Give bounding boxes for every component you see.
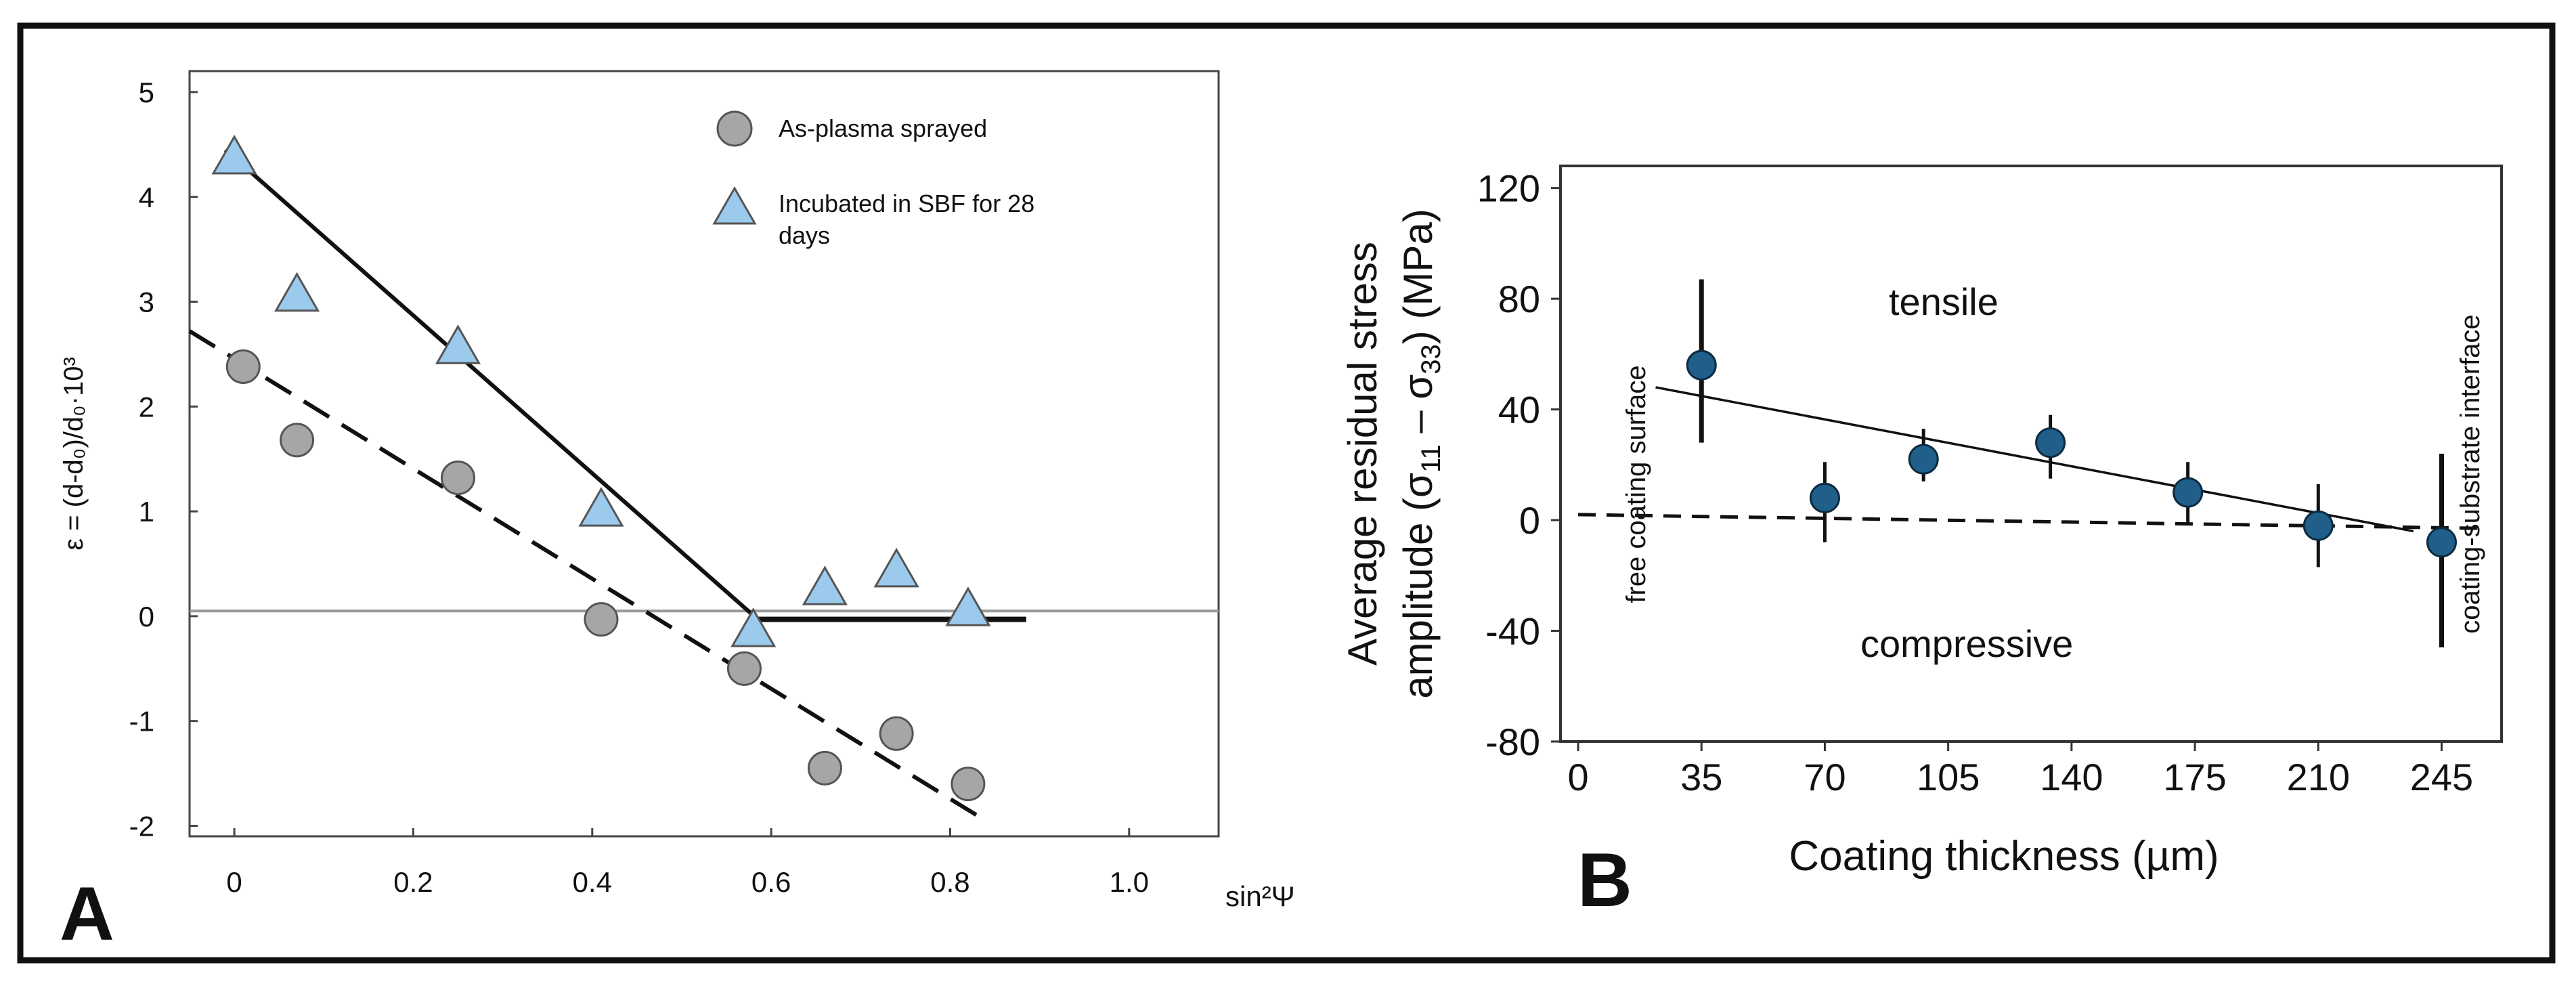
- panel-b-zero-line: [1577, 513, 2488, 530]
- panel-a-x-tick-label: 0.8: [930, 866, 969, 898]
- panel-a-x-tick-label: 0.2: [393, 866, 433, 898]
- panel-a-points: [211, 135, 991, 802]
- panel-b-y-tick-label: 80: [1498, 278, 1540, 320]
- ylabel-mid: – σ: [1395, 374, 1441, 445]
- panel-a-point-as-plasma-sprayed: [807, 750, 842, 786]
- panel-a-point-incubated-sbf: [873, 547, 919, 588]
- panel-b-letter: B: [1577, 838, 1632, 922]
- ylabel-sub-11: 11: [1416, 444, 1446, 473]
- panel-a-point-incubated-sbf: [802, 565, 848, 605]
- panel-a-point-incubated-sbf: [945, 586, 991, 626]
- panel-a-point-incubated-sbf: [730, 607, 777, 647]
- panel-b-point: [2035, 427, 2066, 458]
- panel-a-y-tick-label: 1: [139, 496, 154, 528]
- legend-label-incubated-sbf-line2: days: [779, 221, 830, 249]
- panel-a: 0 0.2 0.4 0.6 0.8 1.0 5 4 3 2 1 0 -1 -2 As-plasma spr…: [59, 70, 1295, 956]
- panel-a-fit-line-incubated-sbf: [223, 148, 760, 621]
- annotation-free-coating-surface: free coating surface: [1621, 365, 1651, 603]
- panel-a-plot-area: [188, 70, 1220, 838]
- panel-b-plot-area: [1559, 165, 2503, 743]
- panel-a-x-tick-label: 0.4: [573, 866, 612, 898]
- panel-b-point: [2302, 510, 2334, 541]
- panel-a-x-tick-label: 0: [226, 866, 242, 898]
- legend-label-incubated-sbf-line1: Incubated in SBF for 28: [779, 190, 1034, 217]
- ylabel-suffix: ) (MPa): [1395, 209, 1441, 344]
- panel-b-x-tick-label: 175: [2163, 756, 2226, 798]
- panel-a-x-tick-label: 1.0: [1110, 866, 1149, 898]
- legend-label-as-plasma-sprayed: As-plasma sprayed: [779, 114, 987, 142]
- panel-b-x-tick-label: 70: [1804, 756, 1846, 798]
- panel-b-trend-line: [1655, 386, 2414, 533]
- panel-b-y-tick-label: -40: [1485, 610, 1540, 653]
- panel-b-point: [2173, 477, 2204, 508]
- panel-a-point-as-plasma-sprayed: [225, 349, 261, 385]
- panel-a-point-as-plasma-sprayed: [584, 602, 619, 637]
- panel-b-point: [1809, 482, 1840, 513]
- panel-b-x-axis-label: Coating thickness (µm): [1789, 833, 2219, 880]
- panel-b: 0 35 70 105 140 175 210 245 120 80 40 0 -40 -80 tensi…: [1340, 165, 2503, 922]
- panel-b-y-tick-label: 40: [1498, 389, 1540, 431]
- panel-a-point-as-plasma-sprayed: [879, 716, 914, 751]
- panel-a-point-incubated-sbf: [211, 135, 257, 175]
- panel-a-point-as-plasma-sprayed: [280, 423, 315, 458]
- panel-b-x-tick-label: 210: [2287, 756, 2350, 798]
- panel-a-fit-line-as-plasma-sprayed: [188, 329, 978, 817]
- panel-b-points: [1686, 279, 2457, 648]
- panel-b-y-tick-label: 0: [1519, 499, 1540, 542]
- panel-b-x-tick-label: 140: [2040, 756, 2103, 798]
- panel-b-x-tick-label: 105: [1917, 756, 1980, 798]
- panel-b-ticks: 0 35 70 105 140 175 210 245 120 80 40 0 -40 -80: [1477, 167, 2474, 798]
- panel-a-letter: A: [60, 872, 114, 956]
- annotation-coating-substrate-interface: coating-substrate interface: [2455, 314, 2485, 633]
- panel-b-y-tick-label: -80: [1485, 721, 1540, 763]
- panel-b-point: [2426, 527, 2457, 558]
- panel-a-y-tick-label: -1: [129, 706, 154, 737]
- panel-a-y-tick-label: 3: [139, 286, 154, 318]
- panel-a-point-as-plasma-sprayed: [726, 651, 762, 686]
- annotation-tensile: tensile: [1889, 280, 1999, 323]
- panel-a-y-tick-label: -2: [129, 811, 154, 842]
- figure-border: [17, 22, 2556, 964]
- panel-b-y-tick-label: 120: [1477, 167, 1540, 210]
- panel-b-y-axis-label-line2: amplitude (σ11 – σ33) (MPa): [1395, 209, 1446, 699]
- panel-a-x-axis-label: sin²Ψ: [1225, 880, 1295, 912]
- panel-a-y-tick-label: 5: [139, 77, 154, 108]
- panel-a-legend: As-plasma sprayed Incubated in SBF for 2…: [712, 110, 1034, 249]
- panel-a-point-incubated-sbf: [578, 487, 624, 527]
- panel-a-y-tick-label: 0: [139, 601, 154, 632]
- panel-b-point: [1908, 444, 1939, 475]
- panel-a-y-tick-label: 2: [139, 391, 154, 423]
- panel-a-point-incubated-sbf: [274, 272, 320, 312]
- panel-a-point-incubated-sbf: [435, 324, 481, 364]
- ylabel-prefix: amplitude (σ: [1395, 473, 1441, 699]
- panel-b-x-tick-label: 0: [1567, 756, 1588, 798]
- panel-a-x-tick-label: 0.6: [751, 866, 791, 898]
- panel-b-y-axis-label-line1: Average residual stress: [1340, 242, 1385, 666]
- panel-a-y-axis-label: ε = (d-d₀)/d₀·10³: [59, 357, 89, 551]
- legend-marker-incubated-sbf: [712, 186, 757, 225]
- panel-b-x-tick-label: 245: [2410, 756, 2473, 798]
- panel-b-lines: [1577, 386, 2488, 533]
- annotation-compressive: compressive: [1860, 622, 2073, 665]
- panel-a-point-as-plasma-sprayed: [951, 767, 986, 802]
- panel-a-ticks: 0 0.2 0.4 0.6 0.8 1.0 5 4 3 2 1 0 -1 -2: [129, 77, 1149, 898]
- ylabel-sub-33: 33: [1416, 344, 1446, 374]
- legend-marker-as-plasma-sprayed: [716, 110, 753, 147]
- panel-a-y-tick-label: 4: [139, 181, 154, 213]
- panel-b-x-tick-label: 35: [1680, 756, 1722, 798]
- panel-a-point-as-plasma-sprayed: [441, 460, 476, 496]
- panel-b-point: [1686, 349, 1717, 381]
